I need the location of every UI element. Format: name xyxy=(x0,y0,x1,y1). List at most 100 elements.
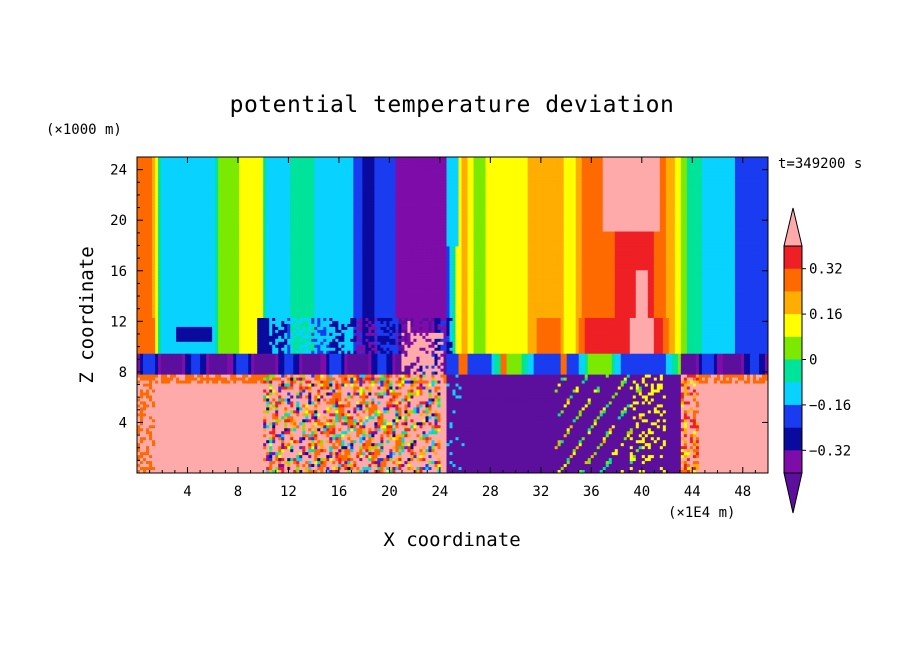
field-cell xyxy=(686,195,691,200)
field-cell xyxy=(293,165,297,170)
field-cell xyxy=(302,192,306,197)
field-cell xyxy=(386,157,390,161)
field-cell xyxy=(611,157,616,161)
field-cell xyxy=(533,201,538,206)
field-cell xyxy=(422,168,427,173)
field-cell xyxy=(572,168,577,173)
field-cell xyxy=(281,165,285,170)
field-cell xyxy=(413,198,418,203)
field-cell xyxy=(365,183,369,188)
field-cell xyxy=(365,198,369,203)
field-cell xyxy=(392,180,396,185)
field-cell xyxy=(236,192,240,197)
field-cell xyxy=(713,171,718,176)
field-cell xyxy=(263,162,267,167)
field-cell xyxy=(398,180,403,185)
field-cell xyxy=(635,180,640,185)
field-cell xyxy=(479,198,484,203)
field-cell xyxy=(392,157,396,161)
field-cell xyxy=(473,195,478,200)
field-cell xyxy=(209,171,213,176)
field-cell xyxy=(716,201,721,206)
field-cell xyxy=(284,168,288,173)
field-cell xyxy=(713,198,718,203)
field-cell xyxy=(158,174,162,179)
field-cell xyxy=(719,204,724,209)
field-cell xyxy=(350,162,354,167)
field-cell xyxy=(185,183,189,188)
field-cell xyxy=(599,165,604,170)
field-cell xyxy=(140,177,144,182)
field-cell xyxy=(716,174,721,179)
field-cell xyxy=(605,186,610,191)
field-cell xyxy=(698,204,703,209)
field-cell xyxy=(623,180,628,185)
field-cell xyxy=(659,195,664,200)
field-cell xyxy=(629,204,634,209)
field-cell xyxy=(311,198,315,203)
field-cell xyxy=(560,189,565,194)
field-cell xyxy=(518,174,523,179)
field-cell xyxy=(380,162,384,167)
field-cell xyxy=(299,204,303,209)
field-cell xyxy=(602,192,607,197)
field-cell xyxy=(614,165,619,170)
field-cell xyxy=(605,183,610,188)
field-cell xyxy=(152,177,156,182)
field-cell xyxy=(227,177,231,182)
field-cell xyxy=(563,165,568,170)
field-cell xyxy=(164,189,168,194)
field-cell xyxy=(608,180,613,185)
field-cell xyxy=(302,174,306,179)
field-cell xyxy=(719,186,724,191)
field-cell xyxy=(479,159,484,164)
field-cell xyxy=(143,201,147,206)
field-cell xyxy=(668,195,673,200)
field-cell xyxy=(299,195,303,200)
field-cell xyxy=(461,186,466,191)
field-cell xyxy=(533,174,538,179)
field-cell xyxy=(314,177,318,182)
field-cell xyxy=(212,174,216,179)
field-cell xyxy=(281,180,285,185)
field-cell xyxy=(527,174,532,179)
field-cell xyxy=(257,177,261,182)
field-cell xyxy=(194,192,198,197)
field-cell xyxy=(527,168,532,173)
field-cell xyxy=(179,198,183,203)
field-cell xyxy=(536,168,541,173)
field-cell xyxy=(263,195,267,200)
field-cell xyxy=(254,192,258,197)
field-cell xyxy=(143,165,147,170)
field-cell xyxy=(326,183,330,188)
field-cell xyxy=(578,165,583,170)
field-cell xyxy=(245,192,249,197)
field-cell xyxy=(245,174,249,179)
field-cell xyxy=(416,183,421,188)
field-cell xyxy=(206,165,210,170)
field-cell xyxy=(614,162,619,167)
field-cell xyxy=(500,174,505,179)
field-cell xyxy=(524,204,529,209)
field-cell xyxy=(152,180,156,185)
field-cell xyxy=(743,204,748,209)
field-cell xyxy=(719,177,724,182)
field-cell xyxy=(668,157,673,161)
field-cell xyxy=(383,201,387,206)
field-cell xyxy=(461,192,466,197)
field-cell xyxy=(350,189,354,194)
field-cell xyxy=(488,189,493,194)
field-cell xyxy=(656,186,661,191)
field-cell xyxy=(539,192,544,197)
field-cell xyxy=(302,204,306,209)
field-cell xyxy=(575,183,580,188)
field-cell xyxy=(239,189,243,194)
field-cell xyxy=(758,174,763,179)
field-cell xyxy=(260,177,264,182)
field-cell xyxy=(731,159,736,164)
field-cell xyxy=(407,192,412,197)
field-cell xyxy=(533,171,538,176)
field-cell xyxy=(350,171,354,176)
field-cell xyxy=(386,180,390,185)
field-cell xyxy=(296,186,300,191)
